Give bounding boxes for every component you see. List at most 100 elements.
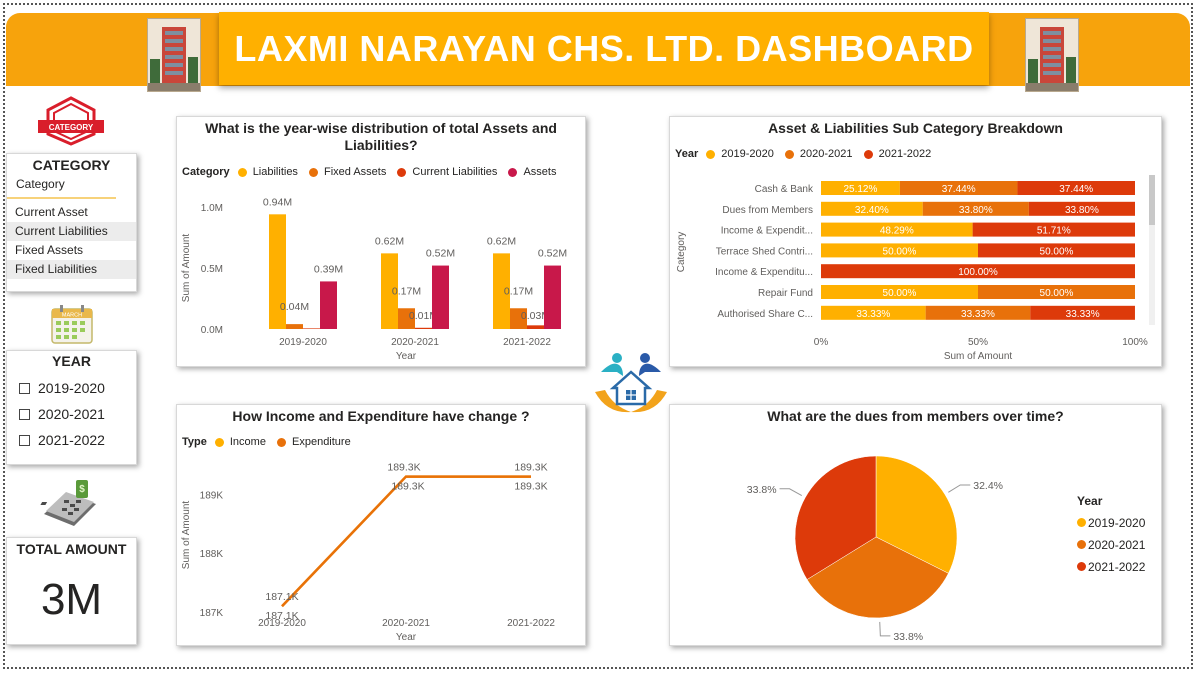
- x-tick-label: 0%: [814, 337, 829, 348]
- bar-liabilities: [269, 214, 286, 329]
- segment-label: 50.00%: [883, 246, 917, 257]
- stacked-bar-segment: [925, 305, 1031, 320]
- data-label: 0.17M: [504, 285, 533, 297]
- segment-label: 25.12%: [843, 184, 877, 195]
- segment-label: 33.80%: [959, 205, 993, 216]
- segment-label: 37.44%: [942, 184, 976, 195]
- legend-item: 2021-2022: [878, 148, 932, 160]
- point-label-expenditure: 187.1K: [265, 610, 298, 622]
- pie-leader-line: [779, 488, 803, 497]
- subcategory-legend: Year 2019-2020 2020-2021 2021-2022: [675, 148, 931, 160]
- stacked-bar-segment: [978, 243, 1135, 258]
- category-badge-text: CATEGORY: [49, 123, 94, 132]
- data-label: 0.17M: [392, 285, 421, 297]
- point-label-expenditure: 189.3K: [514, 481, 547, 493]
- legend-dot: [1077, 540, 1086, 549]
- bar-chart-title: What is the year-wise distribution of to…: [205, 120, 557, 153]
- y-tick-label: 187K: [200, 608, 224, 619]
- assets-liabilities-bar-panel: What is the year-wise distribution of to…: [176, 116, 586, 367]
- legend-item: 2021-2022: [1088, 560, 1146, 574]
- year-option-2021-2022[interactable]: 2021-2022: [7, 427, 136, 453]
- stacked-bar-segment: [821, 222, 973, 237]
- stacked-bar-segment: [821, 201, 923, 216]
- legend-item: Liabilities: [252, 166, 298, 178]
- checkbox[interactable]: [19, 382, 30, 394]
- stacked-bar-segment: [821, 181, 900, 195]
- legend-dot: [1077, 562, 1086, 571]
- y-axis-title: Sum of Amount: [181, 501, 192, 570]
- building-logo-left: [147, 18, 201, 92]
- category-option[interactable]: Fixed Liabilities: [7, 260, 136, 279]
- stacked-bar-segment: [821, 264, 1135, 279]
- segment-label: 50.00%: [1040, 288, 1074, 299]
- legend-dot: [508, 167, 518, 177]
- legend-item: 2019-2020: [721, 148, 774, 160]
- stacked-bar-segment: [821, 243, 978, 258]
- point-label-income: 189.3K: [514, 462, 547, 474]
- line-chart-svg: 187K 188K 189K Sum of Amount 2019-2020 2020-2…: [181, 462, 555, 643]
- data-label: 0.01M: [409, 310, 438, 322]
- category-label: Income & Expenditu...: [715, 267, 813, 278]
- scrollbar-track[interactable]: [1149, 175, 1155, 325]
- segment-label: 33.80%: [1065, 205, 1099, 216]
- data-label: 0.52M: [426, 248, 455, 260]
- year-option-2020-2021[interactable]: 2020-2021: [7, 401, 136, 427]
- segment-label: 48.29%: [880, 226, 914, 237]
- category-label: Income & Expendit...: [721, 226, 813, 237]
- category-option[interactable]: Fixed Assets: [15, 243, 84, 257]
- subcategory-breakdown-panel: Asset & Liabilities Sub Category Breakdo…: [669, 116, 1162, 367]
- legend-item: 2019-2020: [1088, 516, 1146, 530]
- category-option[interactable]: Current Asset: [15, 205, 88, 219]
- bar-fixed-assets: [398, 308, 415, 329]
- year-option-label: 2021-2022: [38, 432, 105, 448]
- pie-slice-2020-2021: [806, 536, 949, 619]
- year-option-label: 2019-2020: [38, 380, 105, 396]
- category-label: Authorised Share C...: [717, 309, 813, 320]
- data-label: 0.62M: [487, 235, 516, 247]
- subcategory-chart-svg: Cash & Bank 25.12% 37.44% 37.44% Dues from M…: [676, 181, 1148, 362]
- housing-society-logo: [587, 350, 675, 418]
- checkbox[interactable]: [19, 434, 30, 446]
- pie-data-label: 33.8%: [747, 484, 777, 496]
- data-label: 0.94M: [263, 196, 292, 208]
- legend-item: Expenditure: [292, 436, 351, 448]
- segment-label: 33.33%: [856, 309, 890, 320]
- year-slicer-title: YEAR: [52, 353, 91, 369]
- point-label-income: 189.3K: [387, 462, 420, 474]
- y-axis-title: Sum of Amount: [181, 234, 192, 303]
- data-label: 0.39M: [314, 263, 343, 275]
- y-tick-label: 0.5M: [201, 264, 223, 275]
- pie-slice-2019-2020: [875, 455, 958, 574]
- stacked-bar-segment: [899, 181, 1018, 195]
- pie-slice-2021-2022: [794, 455, 877, 580]
- pie-leader-line: [948, 484, 971, 493]
- scrollbar-thumb[interactable]: [1149, 175, 1155, 225]
- bar-liabilities: [381, 253, 398, 329]
- category-option[interactable]: Current Liabilities: [7, 222, 136, 241]
- y-tick-label: 188K: [200, 549, 224, 560]
- legend-dot: [863, 149, 873, 159]
- x-axis-title: Sum of Amount: [944, 351, 1013, 362]
- line-expenditure: [281, 475, 531, 608]
- year-option-2019-2020[interactable]: 2019-2020: [7, 375, 136, 401]
- bar-current-liabilities: [303, 328, 320, 329]
- category-label: Dues from Members: [722, 205, 813, 216]
- svg-text:$: $: [79, 484, 85, 495]
- bar-chart-legend: Category Liabilities Fixed Assets Curren…: [182, 166, 556, 178]
- checkbox[interactable]: [19, 408, 30, 420]
- legend-title: Category: [182, 166, 230, 178]
- category-label: Repair Fund: [758, 288, 813, 299]
- bar-assets: [432, 265, 449, 329]
- segment-label: 32.40%: [855, 205, 889, 216]
- category-badge-icon: CATEGORY: [34, 96, 108, 146]
- dues-pie-panel: What are the dues from members over time…: [669, 404, 1162, 646]
- stacked-bar-segment: [972, 222, 1135, 237]
- stacked-bar-segment: [1017, 181, 1135, 195]
- x-tick-label: 2020-2021: [382, 618, 430, 629]
- legend-title: Type: [182, 436, 207, 448]
- point-label-income: 187.1K: [265, 591, 298, 603]
- stacked-bar-segment: [821, 285, 978, 299]
- x-tick-label: 2019-2020: [258, 618, 306, 629]
- total-amount-title: TOTAL AMOUNT: [16, 541, 127, 557]
- legend-dot: [397, 167, 407, 177]
